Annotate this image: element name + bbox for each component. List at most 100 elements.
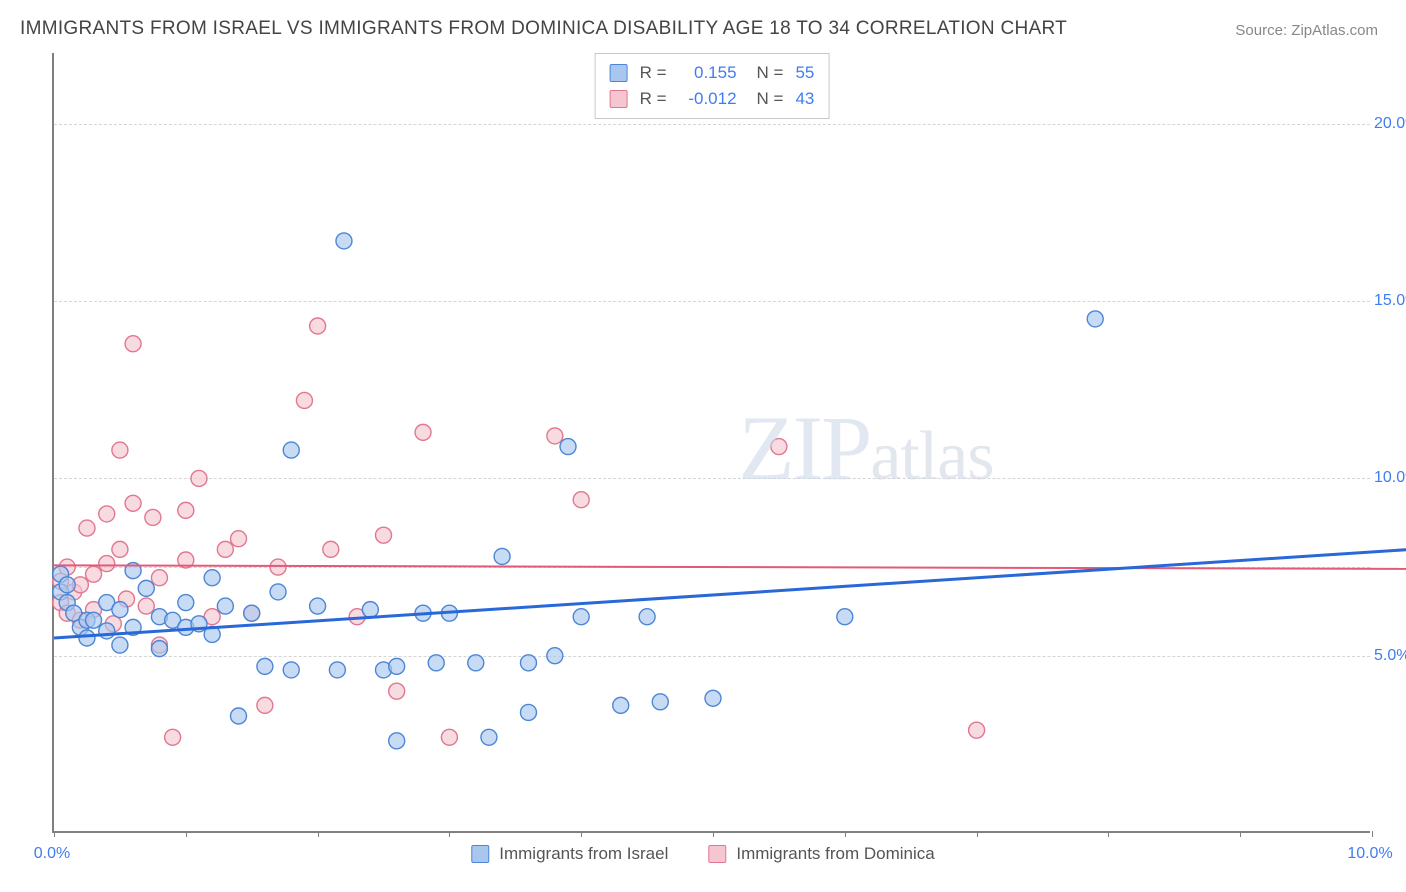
stats-n-value: 43 xyxy=(795,86,814,112)
scatter-point xyxy=(257,697,273,713)
x-tick xyxy=(845,831,846,837)
scatter-point xyxy=(296,392,312,408)
scatter-point xyxy=(468,655,484,671)
scatter-point xyxy=(112,442,128,458)
scatter-point xyxy=(244,605,260,621)
x-tick xyxy=(449,831,450,837)
scatter-point xyxy=(329,662,345,678)
plot-area: ZIPatlas 5.0%10.0%15.0%20.0% R =0.155N =… xyxy=(52,53,1370,833)
stats-r-label: R = xyxy=(640,60,667,86)
stats-n-label: N = xyxy=(757,60,784,86)
stats-r-value: 0.155 xyxy=(679,60,737,86)
legend-label: Immigrants from Israel xyxy=(499,844,668,864)
source-attribution: Source: ZipAtlas.com xyxy=(1235,22,1378,39)
scatter-point xyxy=(652,694,668,710)
scatter-point xyxy=(151,641,167,657)
x-tick xyxy=(186,831,187,837)
scatter-point xyxy=(138,580,154,596)
scatter-point xyxy=(270,584,286,600)
trend-line xyxy=(54,549,1406,638)
legend-item: Immigrants from Israel xyxy=(471,844,668,864)
scatter-point xyxy=(771,439,787,455)
stats-r-value: -0.012 xyxy=(679,86,737,112)
y-tick-label: 20.0% xyxy=(1374,115,1406,133)
scatter-point xyxy=(191,470,207,486)
scatter-point xyxy=(573,492,589,508)
chart-title: IMMIGRANTS FROM ISRAEL VS IMMIGRANTS FRO… xyxy=(20,18,1067,40)
scatter-point xyxy=(178,502,194,518)
scatter-point xyxy=(336,233,352,249)
stats-n-label: N = xyxy=(757,86,784,112)
source-link[interactable]: ZipAtlas.com xyxy=(1291,22,1378,39)
scatter-point xyxy=(310,318,326,334)
scatter-point xyxy=(112,541,128,557)
scatter-point xyxy=(178,595,194,611)
legend-item: Immigrants from Dominica xyxy=(708,844,934,864)
x-tick xyxy=(318,831,319,837)
legend-swatch xyxy=(471,845,489,863)
scatter-point xyxy=(217,598,233,614)
scatter-point xyxy=(204,570,220,586)
scatter-point xyxy=(99,623,115,639)
x-tick xyxy=(54,831,55,837)
stats-r-label: R = xyxy=(640,86,667,112)
scatter-point xyxy=(231,531,247,547)
scatter-point xyxy=(165,729,181,745)
scatter-point xyxy=(573,609,589,625)
scatter-point xyxy=(547,428,563,444)
legend-label: Immigrants from Dominica xyxy=(736,844,934,864)
scatter-point xyxy=(112,602,128,618)
y-tick-label: 15.0% xyxy=(1374,292,1406,310)
scatter-point xyxy=(389,683,405,699)
scatter-point xyxy=(389,658,405,674)
scatter-point xyxy=(323,541,339,557)
scatter-point xyxy=(494,548,510,564)
scatter-point xyxy=(560,439,576,455)
scatter-point xyxy=(283,442,299,458)
legend-swatch xyxy=(610,64,628,82)
scatter-point xyxy=(125,336,141,352)
series-legend: Immigrants from Israel Immigrants from Do… xyxy=(471,844,934,864)
scatter-point xyxy=(59,577,75,593)
stats-row: R = -0.012 N = 43 xyxy=(610,86,815,112)
legend-swatch xyxy=(610,90,628,108)
scatter-point xyxy=(969,722,985,738)
x-tick xyxy=(1372,831,1373,837)
y-tick-label: 10.0% xyxy=(1374,469,1406,487)
stats-row: R = 0.155 N = 55 xyxy=(610,60,815,86)
stats-n-value: 55 xyxy=(795,60,814,86)
scatter-point xyxy=(283,662,299,678)
scatter-point xyxy=(310,598,326,614)
trend-line xyxy=(54,565,1406,569)
x-tick xyxy=(1240,831,1241,837)
scatter-point xyxy=(138,598,154,614)
x-tick xyxy=(977,831,978,837)
scatter-point xyxy=(837,609,853,625)
scatter-point xyxy=(151,570,167,586)
scatter-point xyxy=(86,566,102,582)
scatter-point xyxy=(99,556,115,572)
scatter-point xyxy=(520,655,536,671)
scatter-point xyxy=(217,541,233,557)
scatter-point xyxy=(1087,311,1103,327)
legend-swatch xyxy=(708,845,726,863)
scatter-point xyxy=(99,506,115,522)
scatter-point xyxy=(376,527,392,543)
scatter-point xyxy=(112,637,128,653)
scatter-point xyxy=(79,630,95,646)
scatter-point xyxy=(520,704,536,720)
scatter-point xyxy=(270,559,286,575)
scatter-point xyxy=(613,697,629,713)
source-prefix: Source: xyxy=(1235,22,1291,39)
scatter-point xyxy=(125,495,141,511)
scatter-point xyxy=(441,729,457,745)
x-tick xyxy=(1108,831,1109,837)
x-tick xyxy=(713,831,714,837)
scatter-point xyxy=(547,648,563,664)
scatter-point xyxy=(257,658,273,674)
scatter-point xyxy=(428,655,444,671)
chart-svg xyxy=(54,53,1370,831)
x-tick-label: 10.0% xyxy=(1347,845,1392,863)
scatter-point xyxy=(362,602,378,618)
scatter-point xyxy=(231,708,247,724)
